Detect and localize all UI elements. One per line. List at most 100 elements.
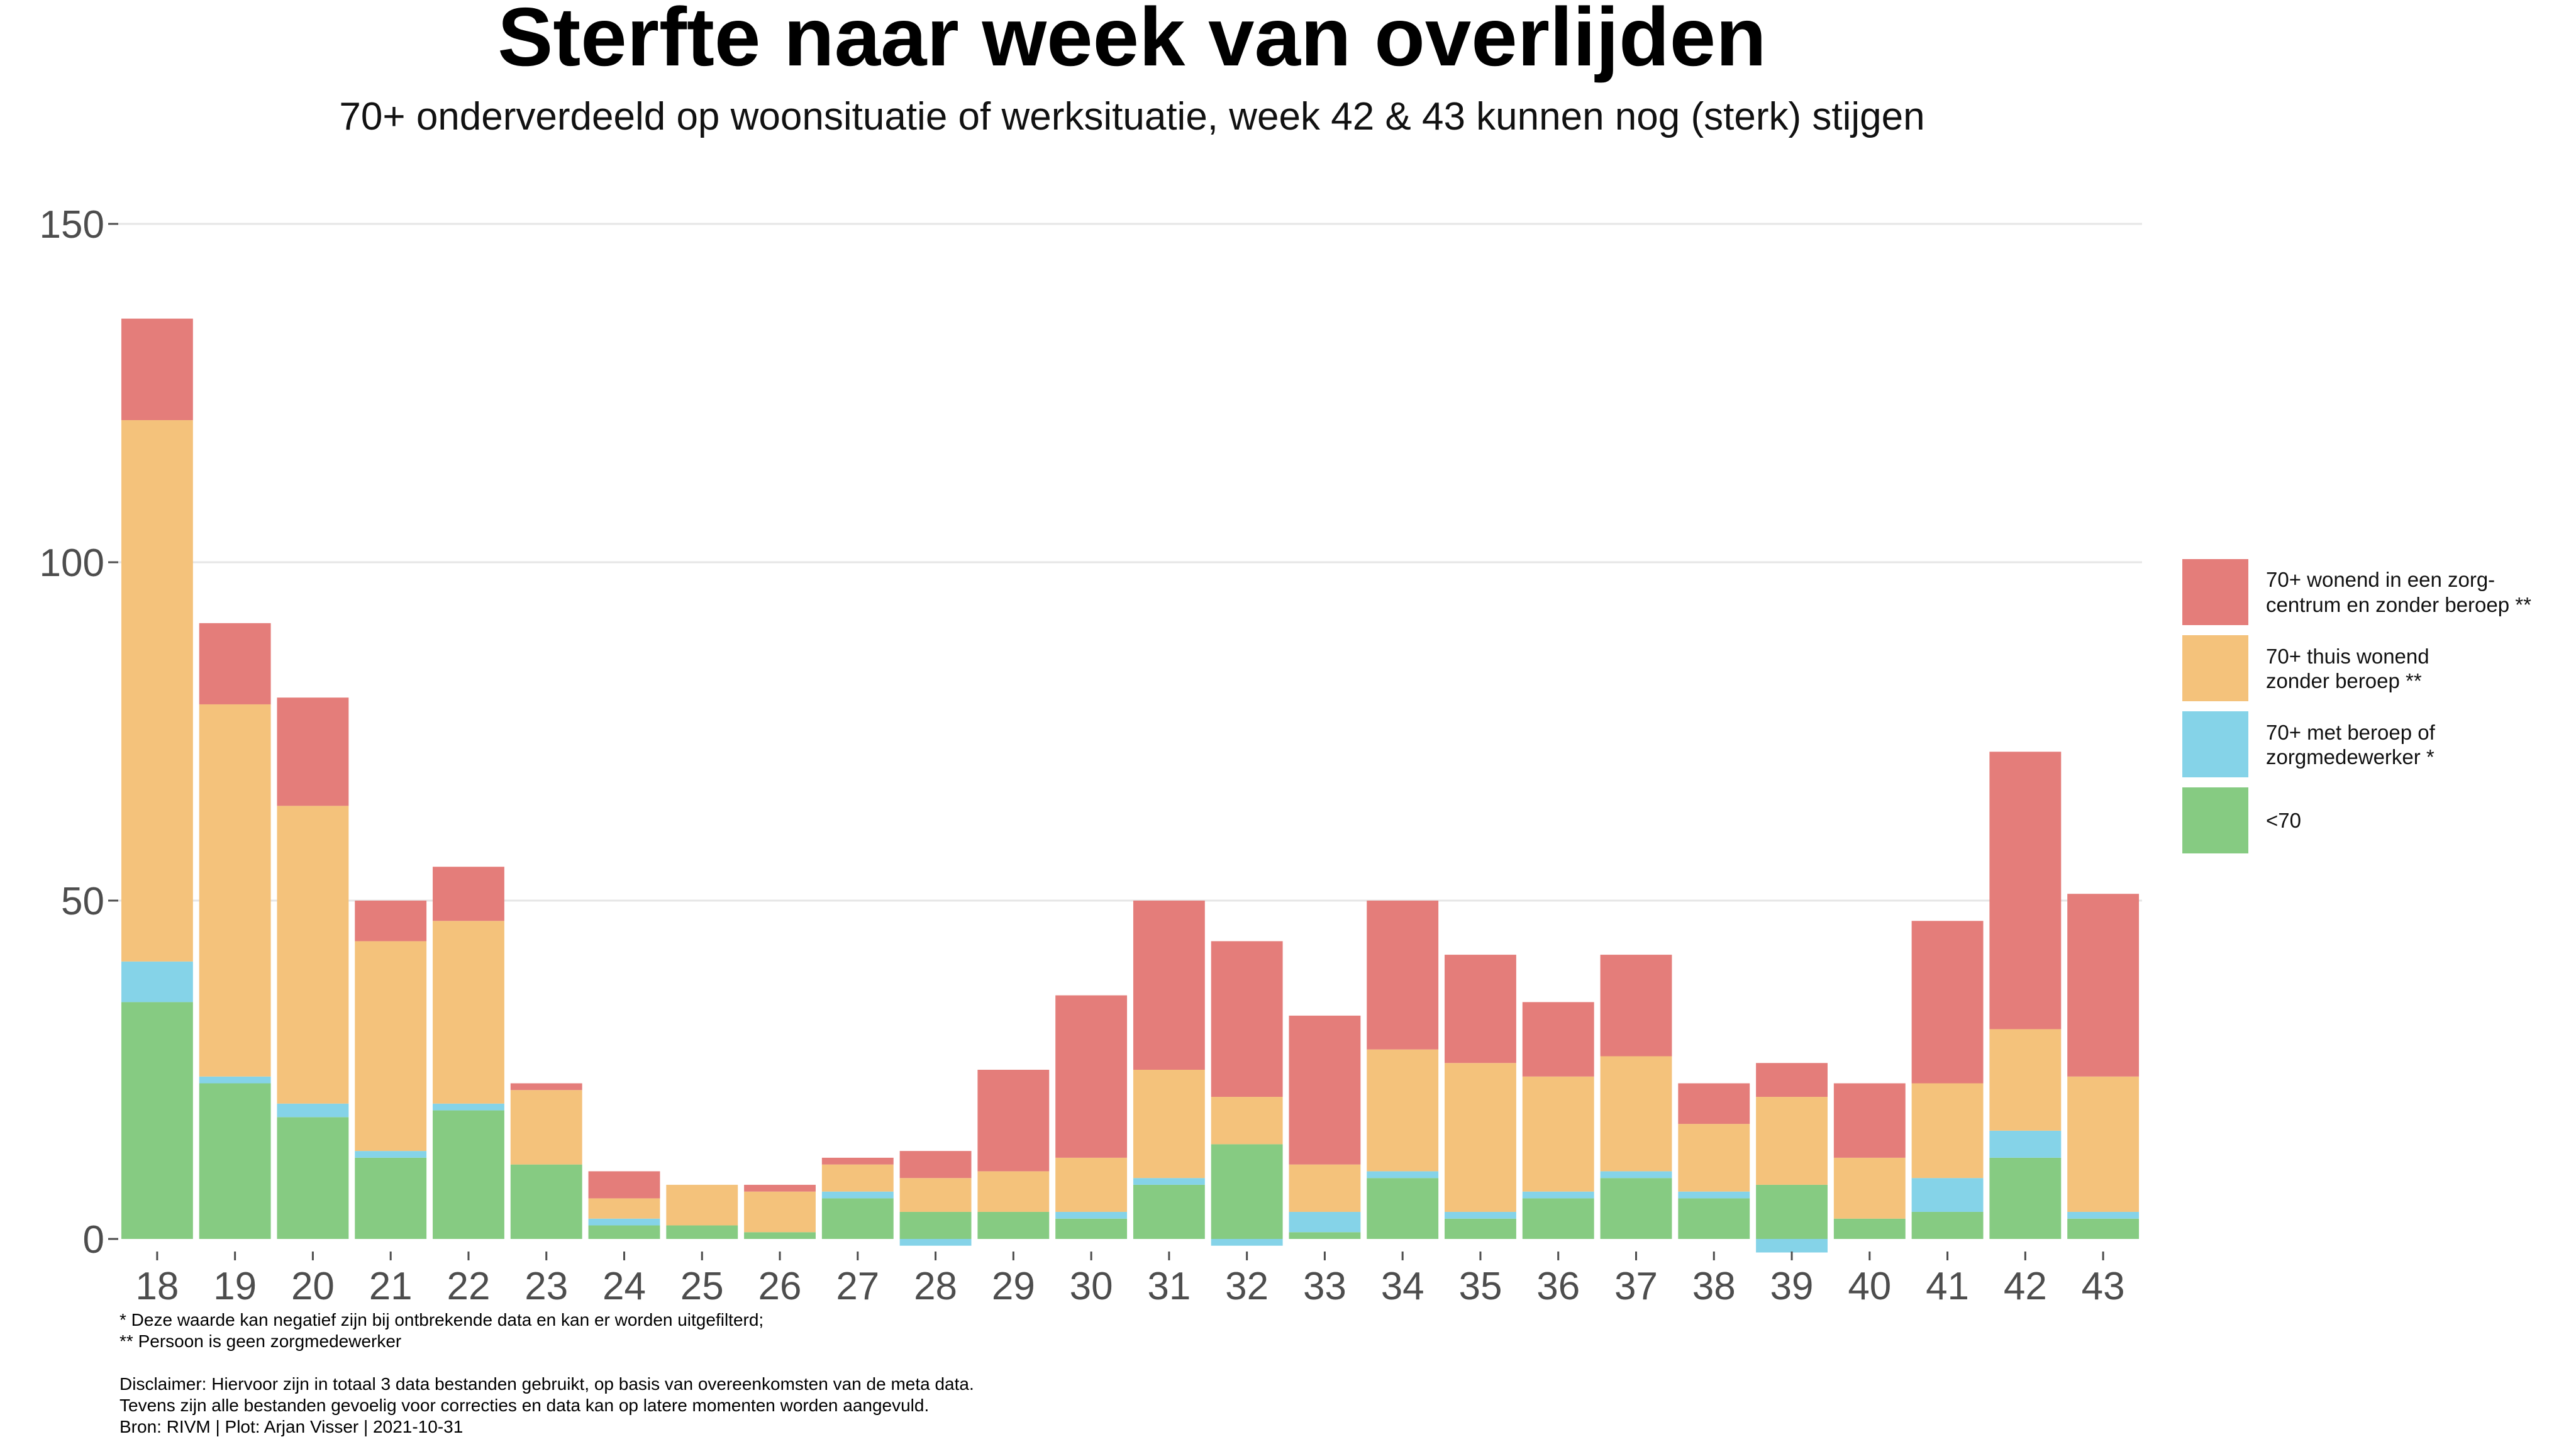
bar-week-32-series-2 (1211, 1097, 1283, 1145)
bars (121, 318, 2140, 1253)
gridlines (118, 223, 2142, 902)
bar-week-28-series-1 (899, 1239, 972, 1246)
bar-week-38-series-3 (1678, 1083, 1750, 1124)
bar-week-22-series-3 (433, 867, 504, 921)
bar-week-32-series-0 (1211, 1144, 1283, 1239)
bar-week-29-series-3 (977, 1070, 1050, 1172)
xtick-label-32: 32 (1225, 1265, 1269, 1308)
x-axis: 18 19 20 21 22 23 24 25 26 27 28 29 30 31 32 33 34 35 36 37… (135, 1252, 2125, 1308)
bar-week-39-series-3 (1756, 1063, 1828, 1097)
bar-week-43-series-3 (2067, 894, 2140, 1077)
xtick-label-40: 40 (1848, 1265, 1891, 1308)
bar-week-24-series-3 (588, 1171, 660, 1199)
bar-week-43-series-1 (2067, 1211, 2140, 1219)
chart-subtitle: 70+ onderverdeeld op woonsituatie of wer… (339, 95, 1924, 138)
xtick-label-21: 21 (369, 1265, 413, 1308)
legend-swatch-under70 (2182, 787, 2248, 853)
bar-week-35-series-1 (1445, 1211, 1516, 1219)
bar-week-18-series-0 (121, 1002, 193, 1239)
bar-week-22-series-2 (433, 921, 504, 1104)
bar-week-32-series-3 (1211, 941, 1283, 1097)
bar-week-18-series-2 (121, 420, 193, 962)
bar-week-27-series-1 (821, 1191, 894, 1199)
bar-week-32-series-1 (1211, 1239, 1283, 1246)
bar-week-29-series-2 (977, 1171, 1050, 1212)
bar-week-43-series-2 (2067, 1076, 2140, 1212)
bar-week-37-series-0 (1600, 1178, 1672, 1239)
bar-week-27-series-2 (821, 1164, 894, 1192)
bar-week-25-series-2 (666, 1184, 738, 1226)
xtick-label-23: 23 (525, 1265, 568, 1308)
bar-week-27-series-0 (821, 1198, 894, 1239)
bar-week-21-series-1 (355, 1151, 427, 1158)
bar-week-33-series-3 (1289, 1015, 1361, 1165)
bar-week-34-series-0 (1367, 1178, 1439, 1239)
y-axis: 0 50 100 150 (40, 203, 118, 1262)
bar-week-42-series-0 (1989, 1157, 2062, 1239)
bar-week-28-series-2 (899, 1178, 972, 1212)
bar-week-30-series-0 (1055, 1218, 1128, 1239)
xtick-label-42: 42 (2004, 1265, 2047, 1308)
disclaimer-line2: Tevens zijn alle bestanden gevoelig voor… (119, 1396, 929, 1415)
bar-week-37-series-2 (1600, 1056, 1672, 1172)
bar-week-42-series-3 (1989, 752, 2062, 1030)
bar-week-30-series-1 (1055, 1211, 1128, 1219)
footnote-zorgmedewerker: ** Persoon is geen zorgmedewerker (119, 1331, 401, 1351)
xtick-label-34: 34 (1381, 1265, 1424, 1308)
bar-week-38-series-0 (1678, 1198, 1750, 1239)
bar-week-21-series-3 (355, 901, 427, 941)
bar-week-38-series-2 (1678, 1124, 1750, 1192)
bar-week-24-series-0 (588, 1225, 660, 1239)
ytick-label-100: 100 (40, 541, 104, 585)
xtick-label-22: 22 (447, 1265, 490, 1308)
xtick-label-33: 33 (1303, 1265, 1346, 1308)
ytick-label-0: 0 (83, 1218, 104, 1262)
bar-week-41-series-3 (1911, 921, 1984, 1084)
bar-week-36-series-0 (1522, 1198, 1594, 1239)
bar-week-20-series-3 (277, 697, 349, 806)
legend-label-beroep-line2: zorgmedewerker * (2266, 745, 2434, 769)
bar-week-31-series-2 (1133, 1070, 1205, 1179)
bar-week-25-series-0 (666, 1225, 738, 1239)
bar-week-26-series-0 (744, 1232, 816, 1239)
bar-week-42-series-2 (1989, 1029, 2062, 1131)
bar-week-42-series-1 (1989, 1130, 2062, 1158)
chart-title: Sterfte naar week van overlijden (497, 0, 1767, 83)
bar-week-21-series-2 (355, 941, 427, 1152)
bar-week-38-series-1 (1678, 1191, 1750, 1199)
bar-week-39-series-0 (1756, 1184, 1828, 1239)
bar-week-30-series-2 (1055, 1157, 1128, 1212)
bar-week-19-series-2 (199, 704, 271, 1077)
bar-week-37-series-1 (1600, 1171, 1672, 1179)
bar-week-33-series-1 (1289, 1211, 1361, 1233)
bar-week-19-series-0 (199, 1083, 271, 1239)
bar-week-36-series-2 (1522, 1076, 1594, 1192)
bar-week-23-series-2 (510, 1090, 582, 1165)
bar-week-20-series-2 (277, 806, 349, 1104)
bar-week-30-series-3 (1055, 995, 1128, 1158)
legend-label-under70: <70 (2266, 809, 2301, 832)
xtick-label-35: 35 (1458, 1265, 1502, 1308)
bar-week-31-series-3 (1133, 901, 1205, 1070)
bar-week-21-series-0 (355, 1157, 427, 1239)
bar-week-19-series-3 (199, 623, 271, 704)
bar-week-35-series-0 (1445, 1218, 1516, 1239)
bar-week-36-series-1 (1522, 1191, 1594, 1199)
bar-week-22-series-0 (433, 1110, 504, 1239)
xtick-label-30: 30 (1070, 1265, 1113, 1308)
xtick-label-37: 37 (1614, 1265, 1658, 1308)
xtick-label-19: 19 (213, 1265, 257, 1308)
disclaimer-line1: Disclaimer: Hiervoor zijn in totaal 3 da… (119, 1374, 974, 1394)
legend-swatch-zorgcentrum (2182, 559, 2248, 625)
xtick-label-31: 31 (1147, 1265, 1191, 1308)
bar-week-34-series-2 (1367, 1049, 1439, 1172)
bar-week-22-series-1 (433, 1103, 504, 1111)
bar-week-39-series-1 (1756, 1239, 1828, 1253)
bar-week-26-series-2 (744, 1191, 816, 1233)
bar-week-28-series-0 (899, 1211, 972, 1239)
bar-week-24-series-2 (588, 1198, 660, 1219)
xtick-label-41: 41 (1926, 1265, 1969, 1308)
footnote-negative: * Deze waarde kan negatief zijn bij ontb… (119, 1310, 763, 1330)
bar-week-43-series-0 (2067, 1218, 2140, 1239)
bar-week-26-series-3 (744, 1184, 816, 1192)
